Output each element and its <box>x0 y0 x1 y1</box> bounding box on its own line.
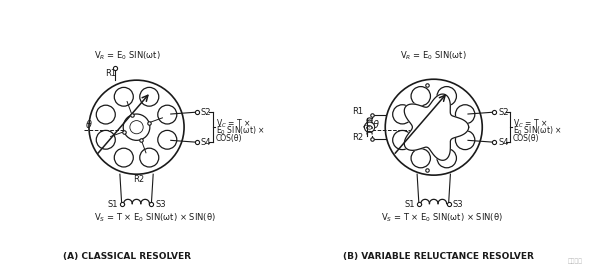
Text: 资讯电子: 资讯电子 <box>568 259 583 264</box>
Text: R2: R2 <box>133 175 145 184</box>
Text: θ: θ <box>86 120 92 129</box>
Text: S1: S1 <box>404 200 415 209</box>
Text: S1: S1 <box>107 200 118 209</box>
Text: S4: S4 <box>498 138 509 147</box>
Text: R1: R1 <box>352 107 363 116</box>
Text: E$_0$ SIN(ωt) ×: E$_0$ SIN(ωt) × <box>215 125 265 137</box>
Text: E$_0$ SIN(ωt) ×: E$_0$ SIN(ωt) × <box>513 125 562 137</box>
Text: V$_C$ = T ×: V$_C$ = T × <box>513 117 548 129</box>
Text: S3: S3 <box>155 200 166 209</box>
Circle shape <box>364 122 375 132</box>
Text: V$_R$ = E$_0$ SIN(ωt): V$_R$ = E$_0$ SIN(ωt) <box>400 50 467 62</box>
Text: R2: R2 <box>352 133 363 143</box>
Text: S2: S2 <box>498 108 509 117</box>
Circle shape <box>123 114 150 140</box>
Text: (B) VARIABLE RELUCTANCE RESOLVER: (B) VARIABLE RELUCTANCE RESOLVER <box>343 252 534 261</box>
Text: S2: S2 <box>201 108 211 117</box>
Text: V$_S$ = T × E$_0$ SIN(ωt) × SIN(θ): V$_S$ = T × E$_0$ SIN(ωt) × SIN(θ) <box>94 211 215 224</box>
Text: R1: R1 <box>105 69 116 78</box>
Text: S3: S3 <box>452 200 463 209</box>
Text: V$_R$ = E$_0$ SIN(ωt): V$_R$ = E$_0$ SIN(ωt) <box>94 50 160 62</box>
Text: (A) CLASSICAL RESOLVER: (A) CLASSICAL RESOLVER <box>62 252 191 261</box>
Text: COS(θ): COS(θ) <box>513 134 539 143</box>
Text: θ: θ <box>373 120 379 129</box>
Text: V$_C$ = T ×: V$_C$ = T × <box>215 117 251 129</box>
Text: COS(θ): COS(θ) <box>215 134 242 143</box>
Text: S4: S4 <box>201 138 211 147</box>
Text: V$_S$ = T × E$_0$ SIN(ωt) × SIN(θ): V$_S$ = T × E$_0$ SIN(ωt) × SIN(θ) <box>382 211 503 224</box>
Polygon shape <box>404 94 469 160</box>
